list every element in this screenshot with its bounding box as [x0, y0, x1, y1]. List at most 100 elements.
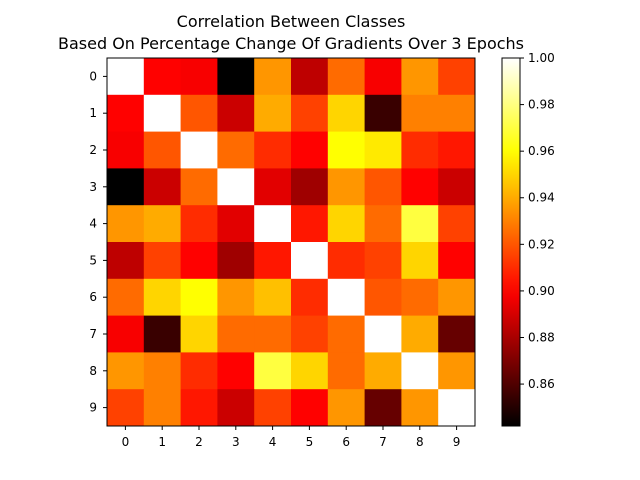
- heatmap-cell-1-2: [180, 94, 218, 133]
- colorbar-tick-label: 0.86: [528, 377, 555, 391]
- heatmap-cell-4-2: [180, 205, 218, 243]
- colorbar-ticks: 0.86 0.88 0.90 0.92 0.94 0.96 0.98 1.00: [520, 51, 555, 391]
- heatmap-cell-6-1: [143, 278, 182, 317]
- heatmap-cell-5-7: [364, 242, 402, 280]
- heatmap-cell-0-7: [364, 58, 402, 96]
- x-tick-label: 0: [122, 435, 130, 449]
- heatmap-cell-0-6: [327, 58, 366, 96]
- heatmap-cell-1-0: [107, 94, 145, 133]
- colorbar: [501, 57, 521, 427]
- heatmap-cell-3-5: [291, 168, 329, 206]
- heatmap-cell-7-3: [217, 315, 255, 353]
- heatmap-cell-0-4: [254, 58, 292, 96]
- heatmap-cell-3-7: [364, 168, 402, 206]
- heatmap-cell-8-6: [327, 352, 366, 390]
- heatmap-cell-4-3: [217, 205, 255, 243]
- heatmap-cell-5-5: [291, 242, 329, 280]
- y-axis-ticks: 0 1 2 3 4 5 6 7 8 9: [89, 69, 107, 415]
- heatmap-cell-3-9: [438, 168, 476, 206]
- heatmap-cell-3-1: [143, 168, 182, 206]
- heatmap-cell-7-8: [401, 315, 439, 353]
- heatmap-cell-5-8: [401, 242, 439, 280]
- heatmap-cell-8-4: [254, 352, 292, 390]
- heatmap-cell-4-4: [254, 205, 292, 243]
- heatmap-cell-1-5: [291, 94, 329, 133]
- heatmap-cell-2-6: [327, 131, 366, 169]
- chart-title-line-1: Correlation Between Classes: [177, 12, 406, 31]
- heatmap-cell-6-3: [217, 278, 255, 317]
- x-tick-label: 1: [158, 435, 166, 449]
- heatmap-cell-1-1: [143, 94, 182, 133]
- heatmap-cell-0-1: [143, 58, 182, 96]
- heatmap-cell-5-2: [180, 242, 218, 280]
- x-tick-label: 5: [306, 435, 314, 449]
- x-tick-label: 7: [379, 435, 387, 449]
- heatmap-cell-7-6: [327, 315, 366, 353]
- heatmap-cell-2-1: [143, 131, 182, 169]
- heatmap-cell-6-8: [401, 278, 439, 317]
- heatmap-cell-1-3: [217, 94, 255, 133]
- heatmap-cell-0-0: [107, 58, 145, 96]
- colorbar-tick-label: 0.90: [528, 284, 555, 298]
- heatmap-cell-8-5: [291, 352, 329, 390]
- heatmap-cell-2-5: [291, 131, 329, 169]
- heatmap-cell-6-2: [180, 278, 218, 317]
- x-tick-label: 9: [453, 435, 461, 449]
- heatmap-cell-6-4: [254, 278, 292, 317]
- heatmap-cell-6-0: [107, 278, 145, 317]
- heatmap-frame: [106, 57, 476, 427]
- heatmap-cell-3-3: [217, 168, 255, 206]
- heatmap-cell-5-6: [327, 242, 366, 280]
- heatmap-cell-8-0: [107, 352, 145, 390]
- heatmap-cell-1-6: [327, 94, 366, 133]
- heatmap-cell-0-5: [291, 58, 329, 96]
- heatmap-cell-2-3: [217, 131, 255, 169]
- heatmap-cell-8-7: [364, 352, 402, 390]
- heatmap-cell-7-9: [438, 315, 476, 353]
- heatmap-cell-1-4: [254, 94, 292, 133]
- heatmap-cell-5-9: [438, 242, 476, 280]
- heatmap-cell-9-5: [291, 389, 329, 427]
- heatmap-cell-3-0: [107, 168, 145, 206]
- heatmap-cell-8-8: [401, 352, 439, 390]
- heatmap-cell-7-5: [291, 315, 329, 353]
- heatmap-cell-2-7: [364, 131, 402, 169]
- x-tick-label: 6: [342, 435, 350, 449]
- heatmap-cell-2-9: [438, 131, 476, 169]
- heatmap-cell-4-0: [107, 205, 145, 243]
- heatmap-cell-2-2: [180, 131, 218, 169]
- heatmap-cell-0-9: [438, 58, 476, 96]
- heatmap-cell-8-1: [143, 352, 182, 390]
- x-tick-label: 3: [232, 435, 240, 449]
- heatmap-cells: [107, 58, 476, 427]
- x-tick-label: 8: [416, 435, 424, 449]
- heatmap-cell-4-5: [291, 205, 329, 243]
- heatmap-cell-9-0: [107, 389, 145, 427]
- heatmap-cell-9-9: [438, 389, 476, 427]
- heatmap-cell-2-4: [254, 131, 292, 169]
- heatmap-cell-3-4: [254, 168, 292, 206]
- heatmap-cell-2-8: [401, 131, 439, 169]
- heatmap-cell-7-2: [180, 315, 218, 353]
- heatmap-cell-7-1: [143, 315, 182, 353]
- y-tick-label: 3: [89, 180, 97, 194]
- heatmap-cell-6-6: [327, 278, 366, 317]
- heatmap-cell-8-3: [217, 352, 255, 390]
- heatmap-cell-2-0: [107, 131, 145, 169]
- heatmap-cell-4-7: [364, 205, 402, 243]
- heatmap-cell-3-8: [401, 168, 439, 206]
- heatmap-cell-4-6: [327, 205, 366, 243]
- heatmap-cell-8-2: [180, 352, 218, 390]
- heatmap-cell-6-9: [438, 278, 476, 317]
- heatmap-cell-9-1: [143, 389, 182, 427]
- heatmap-cell-1-8: [401, 94, 439, 133]
- heatmap-cell-6-5: [291, 278, 329, 317]
- heatmap-cell-5-3: [217, 242, 255, 280]
- heatmap-cell-5-4: [254, 242, 292, 280]
- heatmap-cell-4-9: [438, 205, 476, 243]
- heatmap-cell-5-1: [143, 242, 182, 280]
- heatmap-cell-7-7: [364, 315, 402, 353]
- colorbar-tick-label: 0.98: [528, 98, 555, 112]
- y-tick-label: 6: [89, 290, 97, 304]
